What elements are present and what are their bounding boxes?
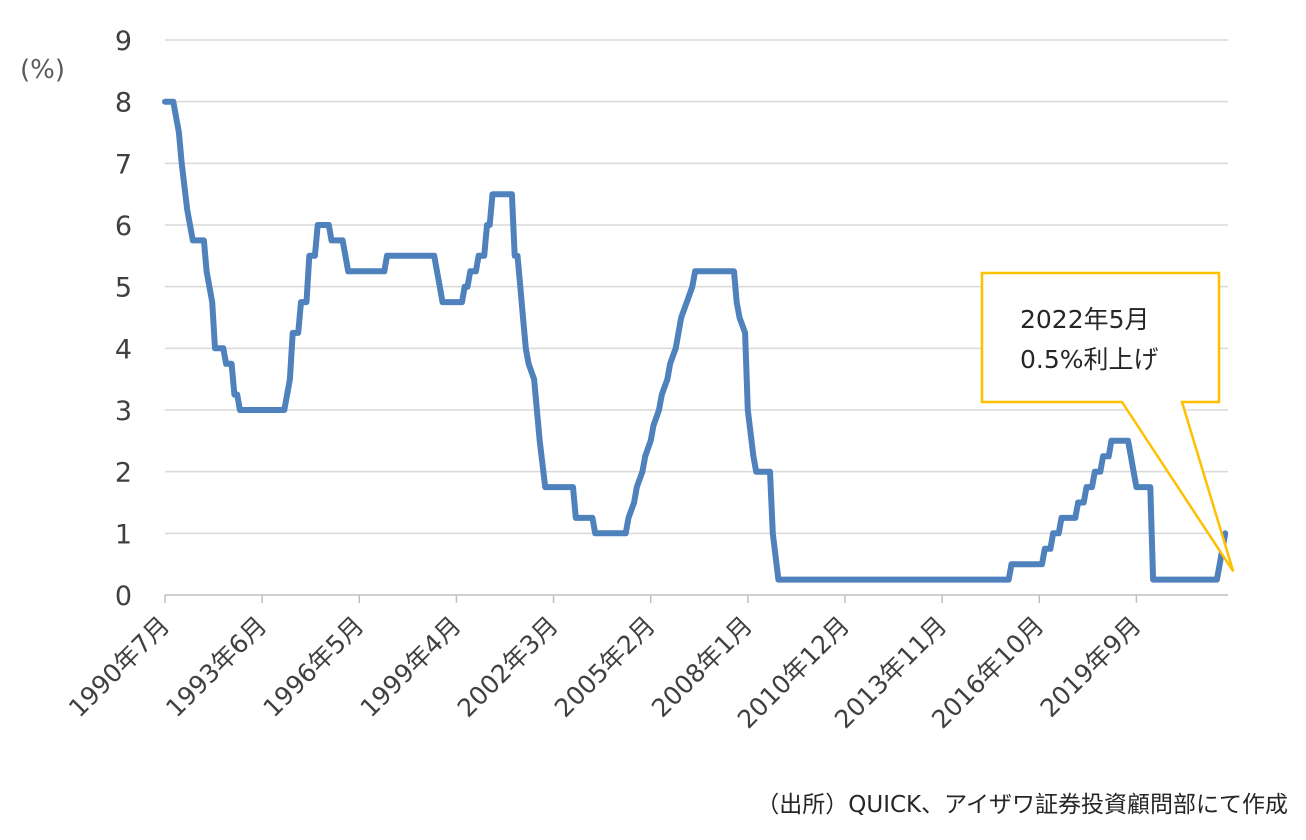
y-axis-unit: (%) xyxy=(20,55,65,85)
x-tick-label: 1993年6月 xyxy=(160,611,272,723)
gridlines xyxy=(165,39,1228,535)
callout: 2022年5月 0.5%利上げ xyxy=(980,271,1235,573)
y-tick-label: 2 xyxy=(115,458,132,489)
y-tick-label: 1 xyxy=(115,519,132,550)
series-layer xyxy=(162,98,1229,583)
series-line xyxy=(162,98,1229,583)
x-axis: 1990年7月1993年6月1996年5月1999年4月2002年3月2005年… xyxy=(63,594,1228,734)
y-tick-label: 4 xyxy=(115,334,132,365)
callout-box xyxy=(980,271,1235,573)
y-axis-ticks: 0 1 2 3 4 5 6 7 8 9 xyxy=(115,26,132,612)
y-tick-label: 8 xyxy=(115,88,132,119)
y-tick-label: 0 xyxy=(115,581,132,612)
x-tick-label: 1999年4月 xyxy=(355,611,467,723)
callout-line-1: 2022年5月 xyxy=(1020,305,1150,334)
x-tick-label: 2002年3月 xyxy=(452,611,564,723)
y-tick-label: 3 xyxy=(115,396,132,427)
y-tick-label: 5 xyxy=(115,273,132,304)
x-tick-label: 2005年2月 xyxy=(549,611,661,723)
y-tick-label: 7 xyxy=(115,149,132,180)
x-tick-label: 2019年9月 xyxy=(1035,611,1147,723)
y-tick-label: 9 xyxy=(115,26,132,57)
callout-line-2: 0.5%利上げ xyxy=(1020,345,1159,374)
source-note: （出所）QUICK、アイザワ証券投資顧問部にて作成 xyxy=(756,792,1288,818)
x-tick-label: 1996年5月 xyxy=(257,611,369,723)
x-tick-label: 1990年7月 xyxy=(63,611,175,723)
y-tick-label: 6 xyxy=(115,211,132,242)
